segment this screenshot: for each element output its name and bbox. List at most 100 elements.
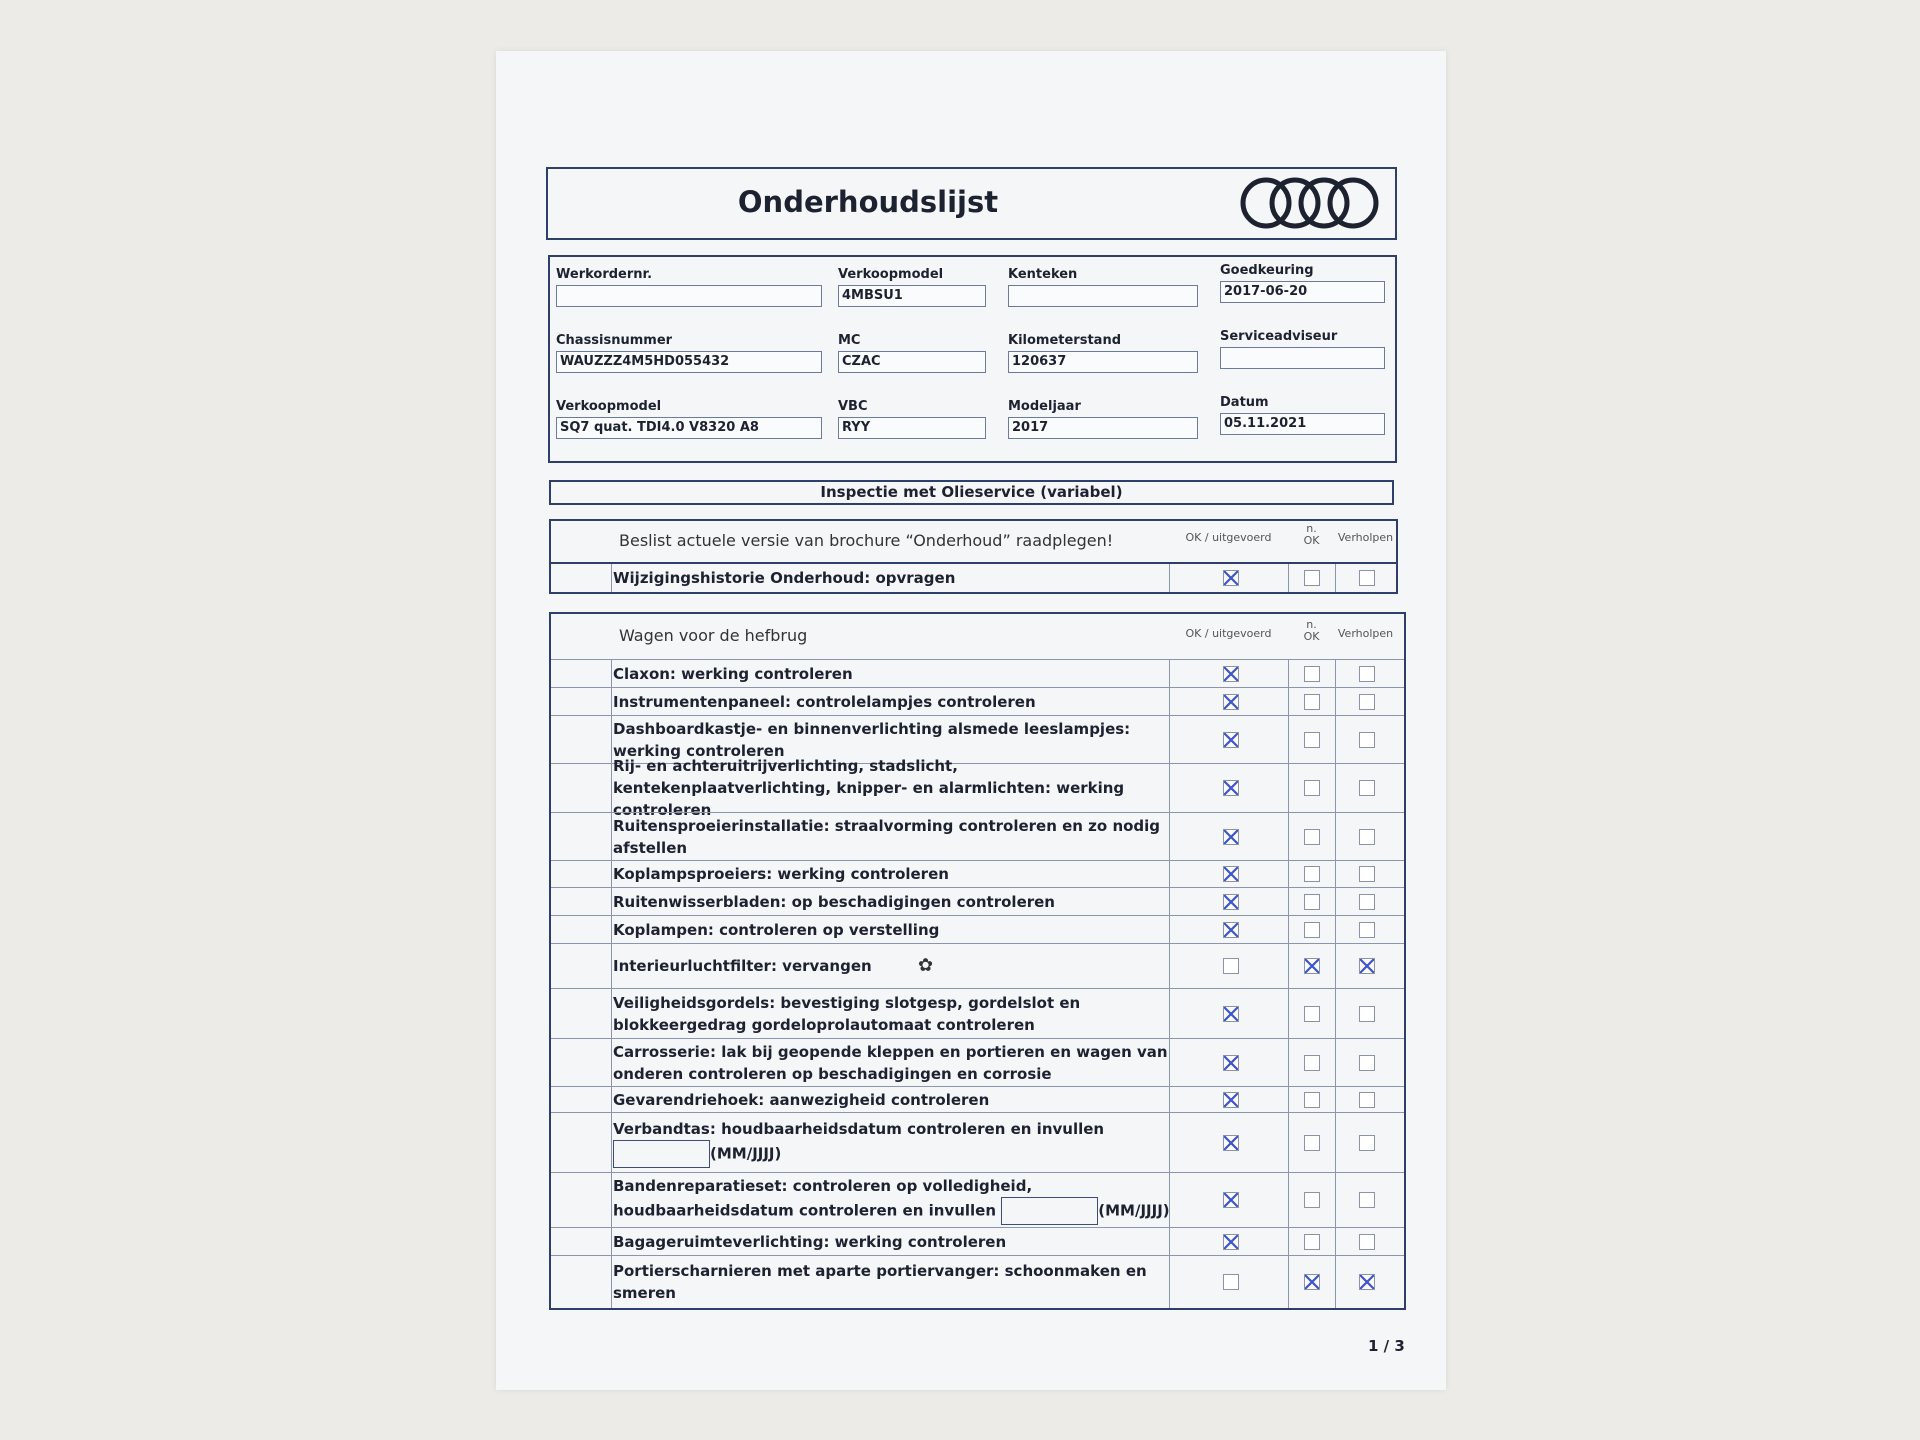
field-label: VBC bbox=[838, 399, 868, 414]
nok-checkbox[interactable] bbox=[1304, 893, 1320, 910]
ok-checkbox[interactable] bbox=[1223, 1134, 1239, 1151]
nok-checkbox[interactable] bbox=[1304, 1091, 1320, 1108]
nok-checkbox[interactable] bbox=[1304, 693, 1320, 710]
fixed-checkbox[interactable] bbox=[1359, 958, 1375, 974]
nok-checkbox[interactable] bbox=[1304, 1274, 1320, 1290]
ok-checkbox[interactable] bbox=[1223, 1192, 1239, 1208]
item-label: Carrosserie: lak bij geopende kleppen en… bbox=[613, 1042, 1168, 1083]
column-divider bbox=[611, 688, 612, 715]
info-field: Datum 05.11.2021 bbox=[1220, 395, 1385, 435]
fixed-checkbox[interactable] bbox=[1359, 1091, 1375, 1108]
field-value[interactable]: 4MBSU1 bbox=[838, 285, 986, 307]
fixed-checkbox[interactable] bbox=[1359, 1274, 1375, 1290]
ok-checkbox[interactable] bbox=[1223, 1091, 1239, 1108]
ok-checkbox[interactable] bbox=[1223, 958, 1239, 974]
nok-checkbox[interactable] bbox=[1304, 828, 1320, 845]
ok-checkbox[interactable] bbox=[1223, 921, 1239, 938]
info-field: Kenteken bbox=[1008, 267, 1198, 307]
ok-checkbox[interactable] bbox=[1223, 1274, 1239, 1290]
table-row: Ruitenwisserbladen: op beschadigingen co… bbox=[551, 887, 1404, 915]
nok-checkbox[interactable] bbox=[1304, 921, 1320, 938]
item-label: Rij- en achteruitrijverlichting, stadsli… bbox=[613, 757, 1125, 819]
nok-checkbox[interactable] bbox=[1304, 958, 1320, 974]
column-divider bbox=[611, 989, 612, 1038]
fixed-checkbox[interactable] bbox=[1359, 893, 1375, 910]
ok-checkbox[interactable] bbox=[1223, 570, 1239, 586]
column-divider bbox=[1335, 764, 1336, 812]
item-text: Portierscharnieren met aparte portiervan… bbox=[613, 1260, 1173, 1304]
col-nok-prefix: n. bbox=[1306, 522, 1317, 535]
field-value[interactable]: RYY bbox=[838, 417, 986, 439]
field-value[interactable]: 05.11.2021 bbox=[1220, 413, 1385, 435]
column-divider bbox=[1335, 660, 1336, 687]
nok-checkbox[interactable] bbox=[1304, 1005, 1320, 1022]
field-value[interactable] bbox=[556, 285, 822, 307]
nok-checkbox[interactable] bbox=[1304, 1192, 1320, 1208]
table-row: Instrumentenpaneel: controlelampjes cont… bbox=[551, 687, 1404, 715]
nok-checkbox[interactable] bbox=[1304, 1233, 1320, 1250]
column-divider bbox=[1288, 688, 1289, 715]
field-value[interactable]: CZAC bbox=[838, 351, 986, 373]
fixed-checkbox[interactable] bbox=[1359, 1134, 1375, 1151]
fixed-checkbox[interactable] bbox=[1359, 866, 1375, 882]
fixed-checkbox[interactable] bbox=[1359, 731, 1375, 748]
nok-checkbox[interactable] bbox=[1304, 780, 1320, 796]
column-divider bbox=[1169, 888, 1170, 915]
ok-checkbox[interactable] bbox=[1223, 780, 1239, 796]
fixed-checkbox[interactable] bbox=[1359, 1192, 1375, 1208]
column-divider bbox=[611, 764, 612, 812]
nok-checkbox[interactable] bbox=[1304, 866, 1320, 882]
field-value[interactable]: WAUZZZ4M5HD055432 bbox=[556, 351, 822, 373]
field-label: Serviceadviseur bbox=[1220, 329, 1338, 344]
column-divider bbox=[1169, 764, 1170, 812]
field-label: Modeljaar bbox=[1008, 399, 1081, 414]
ok-checkbox[interactable] bbox=[1223, 731, 1239, 748]
ok-checkbox[interactable] bbox=[1223, 828, 1239, 845]
field-value[interactable] bbox=[1008, 285, 1198, 307]
fixed-checkbox[interactable] bbox=[1359, 1005, 1375, 1022]
nok-checkbox[interactable] bbox=[1304, 570, 1320, 586]
item-label: Bagageruimteverlichting: werking control… bbox=[613, 1232, 1007, 1251]
ok-checkbox[interactable] bbox=[1223, 1054, 1239, 1071]
field-label: Datum bbox=[1220, 395, 1269, 410]
fixed-checkbox[interactable] bbox=[1359, 1054, 1375, 1071]
ok-checkbox[interactable] bbox=[1223, 1233, 1239, 1250]
column-divider bbox=[611, 916, 612, 943]
fixed-checkbox[interactable] bbox=[1359, 570, 1375, 586]
nok-checkbox[interactable] bbox=[1304, 1134, 1320, 1151]
fixed-checkbox[interactable] bbox=[1359, 780, 1375, 796]
field-value[interactable]: SQ7 quat. TDI4.0 V8320 A8 bbox=[556, 417, 822, 439]
field-value[interactable]: 120637 bbox=[1008, 351, 1198, 373]
item-text: Gevarendriehoek: aanwezigheid controlere… bbox=[613, 1089, 1173, 1111]
fixed-checkbox[interactable] bbox=[1359, 828, 1375, 845]
field-value[interactable] bbox=[1220, 347, 1385, 369]
document-page: Onderhoudslijst Werkordernr. Verkoopmodel… bbox=[496, 51, 1446, 1390]
fixed-checkbox[interactable] bbox=[1359, 665, 1375, 682]
ok-checkbox[interactable] bbox=[1223, 1005, 1239, 1022]
info-field: Serviceadviseur bbox=[1220, 329, 1385, 369]
ok-checkbox[interactable] bbox=[1223, 893, 1239, 910]
date-input[interactable] bbox=[1001, 1197, 1099, 1225]
ok-checkbox[interactable] bbox=[1223, 866, 1239, 882]
item-text: Verbandtas: houdbaarheidsdatum controler… bbox=[613, 1118, 1173, 1168]
flower-icon: ✿ bbox=[911, 955, 934, 976]
column-divider bbox=[611, 861, 612, 887]
field-value[interactable]: 2017-06-20 bbox=[1220, 281, 1385, 303]
nok-checkbox[interactable] bbox=[1304, 1054, 1320, 1071]
nok-checkbox[interactable] bbox=[1304, 731, 1320, 748]
ok-checkbox[interactable] bbox=[1223, 693, 1239, 710]
nok-checkbox[interactable] bbox=[1304, 665, 1320, 682]
date-input[interactable] bbox=[613, 1139, 710, 1168]
column-divider bbox=[1288, 989, 1289, 1038]
col-ok-header: OK / uitgevoerd bbox=[1185, 627, 1272, 640]
fixed-checkbox[interactable] bbox=[1359, 693, 1375, 710]
ok-checkbox[interactable] bbox=[1223, 665, 1239, 682]
fixed-checkbox[interactable] bbox=[1359, 1233, 1375, 1250]
table-row: Koplampen: controleren op verstelling bbox=[551, 915, 1404, 943]
field-value[interactable]: 2017 bbox=[1008, 417, 1198, 439]
column-divider bbox=[1169, 1087, 1170, 1112]
fixed-checkbox[interactable] bbox=[1359, 921, 1375, 938]
info-field: Chassisnummer WAUZZZ4M5HD055432 bbox=[556, 333, 822, 373]
column-divider bbox=[1335, 813, 1336, 860]
info-field: MC CZAC bbox=[838, 333, 986, 373]
